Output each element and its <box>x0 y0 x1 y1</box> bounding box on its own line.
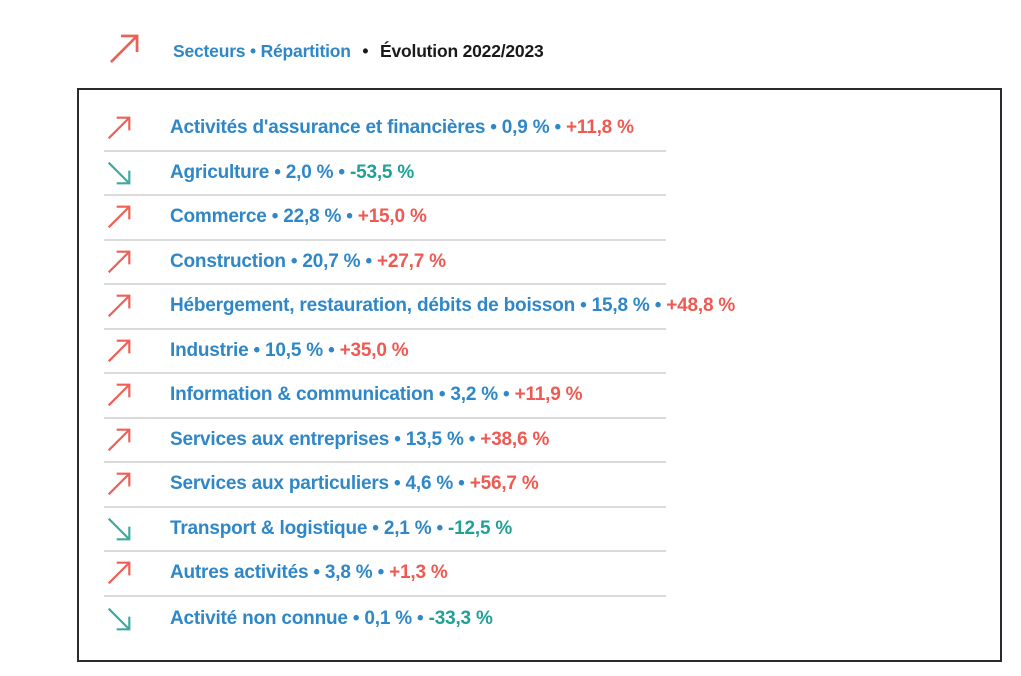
trend-up-icon <box>104 469 134 499</box>
trend-down-icon <box>104 604 134 634</box>
sector-label: Activité non connue • 0,1 % • -33,3 % <box>170 608 493 630</box>
sector-label: Services aux particuliers • 4,6 % • +56,… <box>170 473 539 495</box>
sector-label: Hébergement, restauration, débits de boi… <box>170 295 735 317</box>
sector-name-and-share: Transport & logistique • 2,1 % • <box>170 517 449 539</box>
sector-name-and-share: Autres activités • 3,8 % • <box>170 562 390 584</box>
sector-row: Hébergement, restauration, débits de boi… <box>104 285 735 330</box>
sector-name-and-share: Activités d'assurance et financières • 0… <box>170 117 566 139</box>
trend-up-icon <box>104 425 134 455</box>
sector-evolution: -12,5 % <box>448 517 513 539</box>
sector-label: Services aux entreprises • 13,5 % • +38,… <box>170 429 549 451</box>
sector-evolution: +56,7 % <box>469 473 539 495</box>
sector-row: Transport & logistique • 2,1 % • -12,5 % <box>104 508 666 552</box>
sector-evolution: +48,8 % <box>666 295 736 317</box>
trend-down-icon <box>104 158 134 188</box>
trend-up-icon <box>104 558 134 588</box>
sector-name-and-share: Information & communication • 3,2 % • <box>170 384 515 406</box>
trend-up-icon <box>104 336 134 366</box>
trend-up-icon <box>105 30 173 73</box>
legend-title: Secteurs • Répartition • Évolution 2022/… <box>173 41 544 62</box>
sector-label: Autres activités • 3,8 % • +1,3 % <box>170 562 448 584</box>
sector-label: Agriculture • 2,0 % • -53,5 % <box>170 162 414 184</box>
sector-name-and-share: Agriculture • 2,0 % • <box>170 161 350 183</box>
sector-evolution: +15,0 % <box>357 206 427 228</box>
sector-evolution: +27,7 % <box>376 250 446 272</box>
sector-evolution: +38,6 % <box>480 428 550 450</box>
legend-highlight-label: Évolution 2022/2023 <box>380 41 544 61</box>
sector-label: Industrie • 10,5 % • +35,0 % <box>170 339 409 362</box>
sector-row: Services aux particuliers • 4,6 % • +56,… <box>104 463 666 508</box>
sector-evolution: -33,3 % <box>428 607 493 629</box>
sector-row: Services aux entreprises • 13,5 % • +38,… <box>104 419 666 463</box>
sector-row: Information & communication • 3,2 % • +1… <box>104 374 666 419</box>
sector-row: Activité non connue • 0,1 % • -33,3 % <box>104 597 666 642</box>
legend-header: Secteurs • Répartition • Évolution 2022/… <box>105 30 544 73</box>
legend-bullet: • <box>362 41 369 61</box>
trend-down-icon <box>104 514 134 544</box>
sector-evolution: -53,5 % <box>349 161 415 183</box>
sector-row: Agriculture • 2,0 % • -53,5 % <box>104 152 666 196</box>
trend-up-icon <box>104 247 134 277</box>
sector-name-and-share: Hébergement, restauration, débits de boi… <box>170 295 667 317</box>
sectors-panel: Activités d'assurance et financières • 0… <box>77 88 1002 662</box>
sector-list: Activités d'assurance et financières • 0… <box>104 107 735 642</box>
sector-label: Activités d'assurance et financières • 0… <box>170 117 634 139</box>
sector-evolution: +11,8 % <box>566 117 634 139</box>
sector-row: Autres activités • 3,8 % • +1,3 % <box>104 552 666 597</box>
sector-name-and-share: Industrie • 10,5 % • <box>170 339 340 361</box>
sector-name-and-share: Services aux entreprises • 13,5 % • <box>170 428 481 450</box>
sector-evolution: +11,9 % <box>514 384 583 406</box>
sector-name-and-share: Commerce • 22,8 % • <box>170 206 358 228</box>
sector-evolution: +35,0 % <box>339 339 409 361</box>
sector-label: Construction • 20,7 % • +27,7 % <box>170 251 446 273</box>
sector-row: Activités d'assurance et financières • 0… <box>104 107 666 152</box>
sector-label: Transport & logistique • 2,1 % • -12,5 % <box>170 518 512 540</box>
trend-up-icon <box>104 113 134 143</box>
trend-up-icon <box>104 202 134 232</box>
sector-row: Construction • 20,7 % • +27,7 % <box>104 241 666 285</box>
trend-up-icon <box>104 291 134 321</box>
sector-label: Commerce • 22,8 % • +15,0 % <box>170 206 427 228</box>
legend-group-labels: Secteurs • Répartition <box>173 41 351 61</box>
sector-row: Commerce • 22,8 % • +15,0 % <box>104 196 666 241</box>
sector-row: Industrie • 10,5 % • +35,0 % <box>104 330 666 374</box>
trend-up-icon <box>104 380 134 410</box>
sector-name-and-share: Construction • 20,7 % • <box>170 250 377 272</box>
sector-label: Information & communication • 3,2 % • +1… <box>170 384 583 406</box>
sector-evolution: +1,3 % <box>389 562 448 584</box>
sector-name-and-share: Services aux particuliers • 4,6 % • <box>170 473 470 495</box>
sector-name-and-share: Activité non connue • 0,1 % • <box>170 607 429 629</box>
